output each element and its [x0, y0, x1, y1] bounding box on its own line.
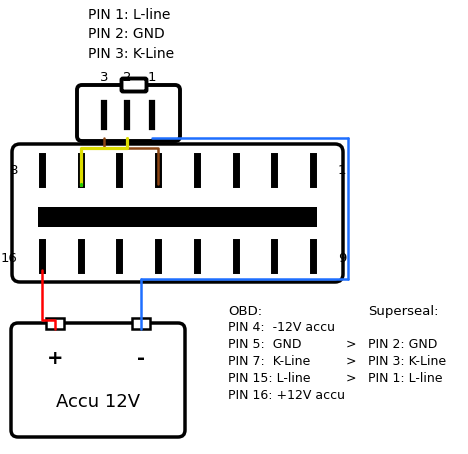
- Text: +: +: [47, 349, 63, 367]
- Text: PIN 16: +12V accu: PIN 16: +12V accu: [228, 389, 345, 402]
- FancyBboxPatch shape: [77, 85, 180, 141]
- Text: PIN 15: L-line: PIN 15: L-line: [228, 372, 310, 385]
- Text: PIN 1: L-line: PIN 1: L-line: [368, 372, 443, 385]
- Bar: [38, 207, 317, 227]
- Text: -: -: [137, 349, 145, 367]
- Text: PIN 1: L-line
PIN 2: GND
PIN 3: K-Line: PIN 1: L-line PIN 2: GND PIN 3: K-Line: [88, 8, 174, 61]
- Bar: [132, 318, 150, 329]
- Text: >: >: [346, 338, 357, 351]
- Text: OBD:: OBD:: [228, 305, 262, 318]
- Text: PIN 4:  -12V accu: PIN 4: -12V accu: [228, 321, 335, 334]
- Text: 3: 3: [100, 71, 108, 84]
- FancyBboxPatch shape: [11, 323, 185, 437]
- Text: PIN 5:  GND: PIN 5: GND: [228, 338, 301, 351]
- Text: 9: 9: [338, 252, 346, 265]
- Text: >: >: [346, 372, 357, 385]
- Text: 2: 2: [123, 71, 131, 84]
- Text: PIN 2: GND: PIN 2: GND: [368, 338, 438, 351]
- Bar: [46, 318, 64, 329]
- Text: >: >: [346, 355, 357, 368]
- Text: 1: 1: [148, 71, 156, 84]
- FancyBboxPatch shape: [122, 79, 146, 92]
- Text: 1: 1: [338, 163, 346, 177]
- Text: 16: 16: [0, 252, 17, 265]
- Text: 8: 8: [8, 163, 17, 177]
- FancyBboxPatch shape: [12, 144, 343, 282]
- Text: PIN 3: K-Line: PIN 3: K-Line: [368, 355, 446, 368]
- Text: Superseal:: Superseal:: [368, 305, 439, 318]
- Text: Accu 12V: Accu 12V: [56, 393, 140, 411]
- Text: PIN 7:  K-Line: PIN 7: K-Line: [228, 355, 310, 368]
